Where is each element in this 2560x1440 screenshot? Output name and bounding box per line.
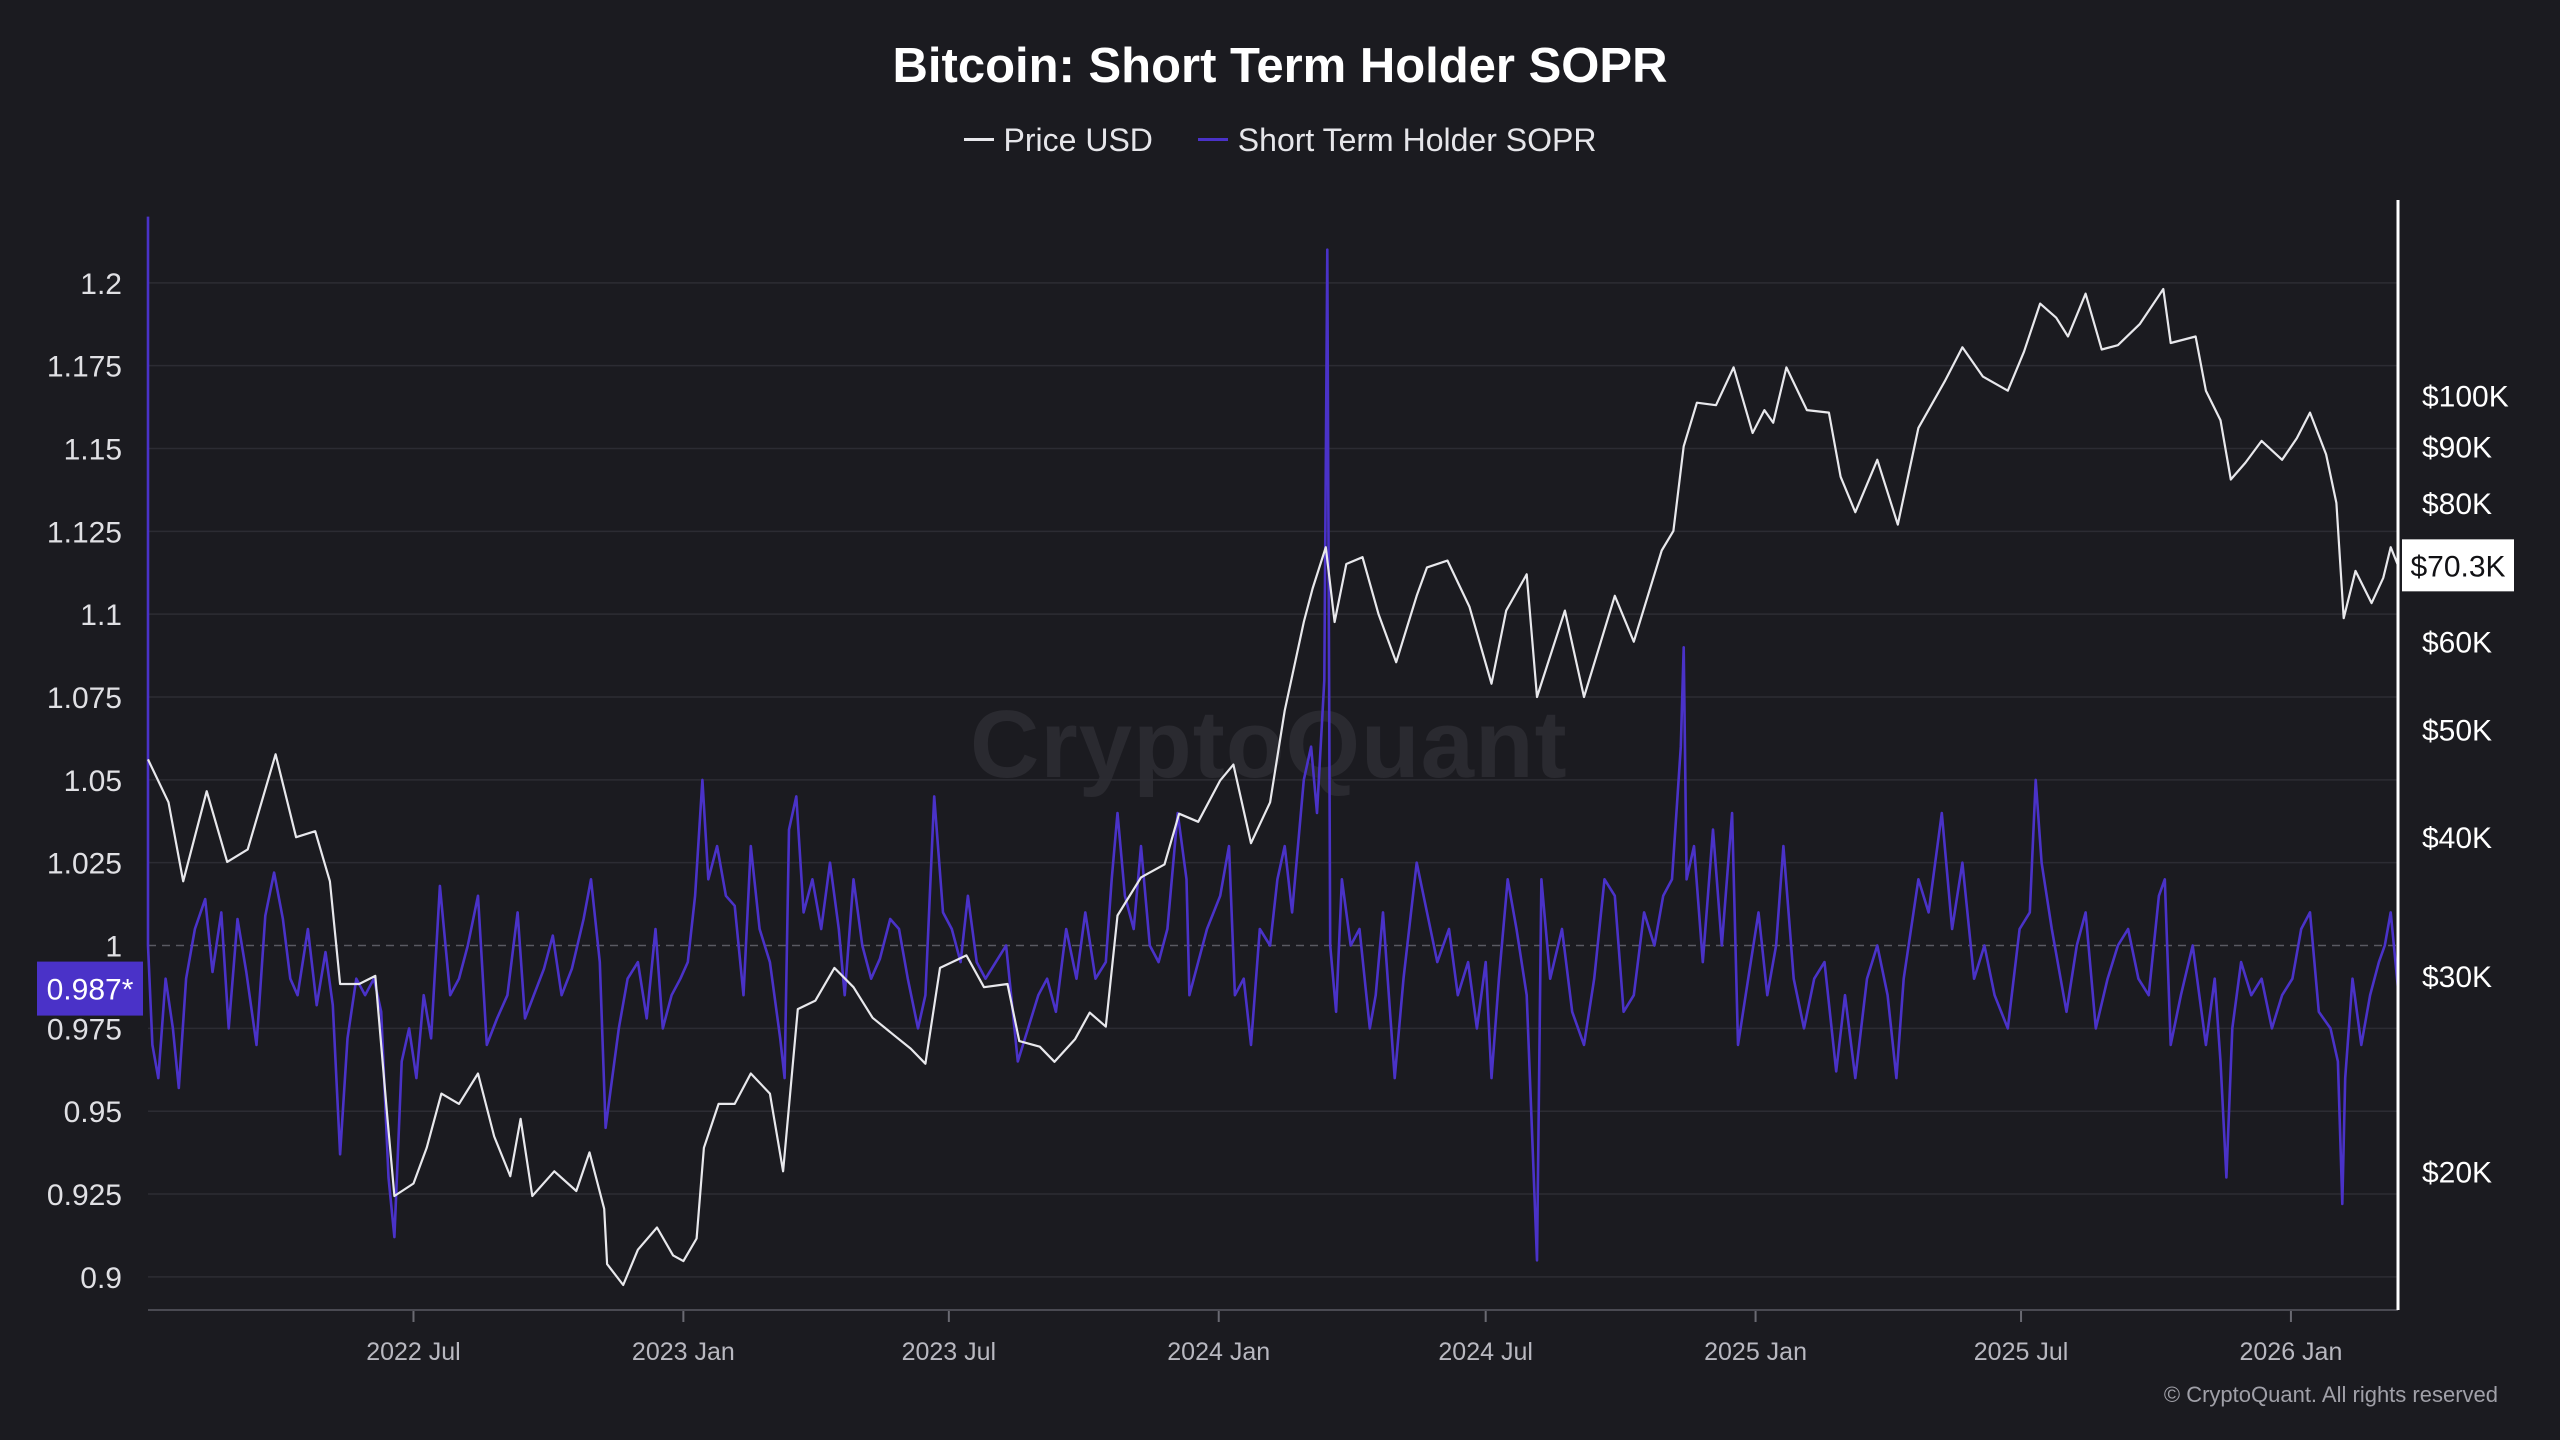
axis-labels: 1.2 1.175 1.15 1.125 1.1 1.075 1.05 1.025 1 0.975… (37, 268, 2514, 1366)
y-tick-label-right: $60K (2422, 627, 2492, 660)
price-current-label: $70.3K (2410, 550, 2505, 583)
y-tick-label-left: 0.925 (47, 1179, 122, 1212)
axes (148, 200, 2400, 1322)
y-tick-label-right: $20K (2422, 1156, 2492, 1189)
y-tick-label-left: 1.175 (47, 351, 122, 384)
copyright-notice: © CryptoQuant. All rights reserved (2163, 1382, 2498, 1407)
y-tick-label-right: $40K (2422, 822, 2492, 855)
x-tick-label: 2025 Jul (1974, 1338, 2069, 1366)
x-tick-label: 2023 Jan (632, 1338, 735, 1366)
y-tick-label-right: $100K (2422, 380, 2509, 413)
y-tick-label-left: 0.95 (64, 1096, 122, 1129)
y-tick-label-right: $50K (2422, 715, 2492, 748)
price-current-badge (2402, 539, 2514, 592)
legend-swatch-price (963, 138, 994, 142)
sopr-current-label: 0.987* (47, 974, 134, 1007)
y-tick-label-right: $80K (2422, 488, 2492, 521)
sopr-current-badge (37, 961, 143, 1016)
y-tick-label-left: 1.075 (47, 682, 122, 715)
sopr-series (146, 216, 2400, 1262)
y-tick-label-left: 1.15 (64, 434, 122, 467)
y-tick-label-left: 1 (105, 931, 122, 964)
y-tick-label-right: $90K (2422, 431, 2492, 464)
y-tick-label-left: 1.025 (47, 848, 122, 881)
x-tick-label: 2025 Jan (1704, 1338, 1807, 1366)
x-tick-label: 2023 Jul (902, 1338, 997, 1366)
x-tick-label: 2024 Jul (1438, 1338, 1533, 1366)
y-tick-label-right: $30K (2422, 961, 2492, 994)
y-tick-label-left: 0.9 (80, 1262, 122, 1295)
legend-item-sopr[interactable]: Short Term Holder SOPR (1197, 122, 1597, 159)
price-series (147, 287, 2400, 1287)
chart-legend: Price USD Short Term Holder SOPR (0, 122, 2560, 159)
grid-lines (148, 282, 2398, 1278)
x-tick-label: 2022 Jul (366, 1338, 461, 1366)
chart-title: Bitcoin: Short Term Holder SOPR (892, 39, 1668, 93)
legend-label-sopr: Short Term Holder SOPR (1237, 122, 1597, 158)
y-tick-label-left: 1.1 (80, 599, 122, 632)
price-line (147, 287, 2400, 1287)
x-tick-label: 2026 Jan (2239, 1338, 2342, 1366)
y-tick-label-left: 1.125 (47, 516, 122, 549)
y-tick-label-left: 0.975 (47, 1013, 122, 1046)
x-tick-label: 2024 Jan (1167, 1338, 1270, 1366)
legend-swatch-sopr (1197, 138, 1228, 142)
legend-label-price: Price USD (1003, 122, 1153, 158)
legend-item-price[interactable]: Price USD (963, 122, 1153, 159)
sopr-line (146, 216, 2400, 1262)
y-tick-label-left: 1.05 (64, 765, 122, 798)
y-tick-label-left: 1.2 (80, 268, 122, 301)
